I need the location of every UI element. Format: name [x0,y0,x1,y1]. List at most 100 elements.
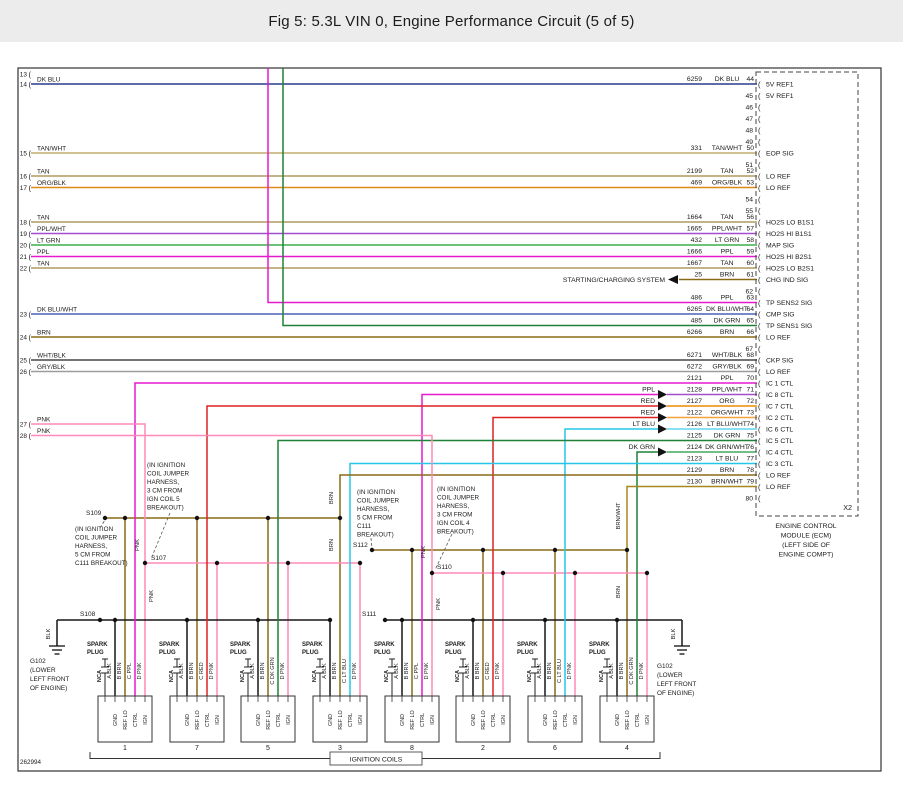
splice-label: S107 [151,555,167,562]
wire-color-label: PPL/WHT [712,226,742,233]
ecm-pin-label: EOP SIG [766,151,794,158]
left-pin-bracket: ( [29,218,32,227]
left-pin-number: 15 [20,151,28,158]
ecm-pin-label: IC 7 CTL [766,404,793,411]
wire-id: 2121 [687,375,702,382]
coil-terminal-label: CTRL [563,713,569,727]
left-wire-color-label: PPL/WHT [37,226,66,233]
harness-note: 5 CM FROM [75,552,110,559]
ecm-pin-label: HO2S LO B2S1 [766,266,814,273]
wire-2125 [277,439,757,696]
ecm-pin-number: 52 [746,168,754,175]
splice-dot [480,547,486,553]
splice-label: S109 [86,510,102,517]
coil-terminal-label: IGN [286,715,292,725]
harness-note: IGN COIL 4 [437,520,470,527]
wire-2123 [349,462,757,696]
ecm-pin-label: TP SENS1 SIG [766,323,812,330]
splice-dot [184,617,190,623]
nca-label: NCA [599,670,605,682]
ecm-pin-bracket: ( [758,207,761,216]
coil-pin-label: C DK GRN [270,657,276,684]
left-pin-number: 14 [20,82,28,89]
coil-pin-label: D PNK [280,662,286,679]
coil-pin-label: D PNK [567,662,573,679]
splice-dot [614,617,620,623]
ecm-pin-label: HO2S HI B2S1 [766,254,812,261]
nca-label: NCA [97,670,103,682]
ecm-pin-number: 55 [745,208,753,215]
wire-id: 2129 [687,467,702,474]
splice-dot [552,547,558,553]
wire-id: 331 [691,145,703,152]
ecm-pin-bracket: ( [758,494,761,503]
ecm-pin-bracket: ( [758,402,761,411]
left-pin-bracket: ( [29,184,32,193]
wire-pnk-feed [31,434,433,573]
ecm-pin-bracket: ( [758,368,761,377]
ecm-pin-number: 59 [746,249,754,256]
ecm-pin-number: 63 [746,295,754,302]
coil-terminal-label: CTRL [276,713,282,727]
inline-connector-arrow [658,413,667,422]
ecm-pin-number: 51 [745,162,753,169]
ecm-pin-label: MAP SIG [766,243,794,250]
wire-2121 [134,382,757,696]
ecm-pin-number: 62 [745,289,753,296]
splice-label: S111 [362,611,377,618]
ecm-pin-bracket: ( [758,460,761,469]
coil-terminal-label: REF LO [481,710,487,729]
wire-id: 485 [691,318,703,325]
wire-color-label: GRY/BLK [712,364,742,371]
harness-note: (IN IGNITION [147,462,186,469]
spark-plug-label: PLUG [87,650,104,656]
spark-plug-label: PLUG [589,650,606,656]
spark-plug-label: SPARK [230,642,251,648]
ecm-pin-number: 48 [745,128,753,135]
harness-note: 3 CM FROM [437,512,472,519]
spark-plug-label: SPARK [159,642,180,648]
wire-color-label: LT GRN [715,237,739,244]
inline-connector-arrow [658,390,667,399]
ecm-pin-label: IC 6 CTL [766,427,793,434]
harness-note: (IN IGNITION [357,489,396,496]
ecm-pin-bracket: ( [758,80,761,89]
ecm-pin-number: 67 [745,346,753,353]
wire-id: 469 [691,180,703,187]
coil-pin-label: A BLK [250,663,256,679]
ignition-coil-box [169,695,225,743]
ecm-pin-label: CMP SIG [766,312,795,319]
nca-label: NCA [169,670,175,682]
splice-dot [572,570,578,576]
coil-terminal-label: CTRL [491,713,497,727]
left-wire-color-label: PNK [37,417,51,424]
coil-terminal-label: IGN [358,715,364,725]
splice-label: S108 [80,611,96,618]
coil-pin-label: C DK GRN [629,657,635,684]
ecm-pin-bracket: ( [758,92,761,101]
splice-dot [102,515,108,521]
spark-plug-label: PLUG [517,650,534,656]
ecm-caption: (LEFT SIDE OF [782,542,830,549]
ecm-pin-bracket: ( [758,448,761,457]
harness-note: BREAKOUT) [437,529,474,536]
bus-color-label: BLK [46,628,52,639]
left-pin-number: 24 [20,335,28,342]
left-wire-color-label: TAN [37,261,50,268]
wire-id: 2127 [687,398,702,405]
wire-485 [282,68,757,327]
wire-486 [267,68,757,304]
harness-note: BREAKOUT) [357,532,394,539]
wire-id: 2128 [687,387,702,394]
jumper-color-label: RED [641,398,655,405]
wire-id: 1664 [687,214,702,221]
coils-bracket [89,752,330,759]
coil-pin-label: D PNK [209,662,215,679]
ecm-pin-number: 66 [746,329,754,336]
spark-plug-label: PLUG [159,650,176,656]
coil-terminal-label: GND [615,714,621,726]
inline-connector-arrow [658,447,667,457]
splice-label: S110 [437,564,452,571]
harness-note: HARNESS, [75,543,107,550]
coil-terminal-label: CTRL [133,713,139,727]
